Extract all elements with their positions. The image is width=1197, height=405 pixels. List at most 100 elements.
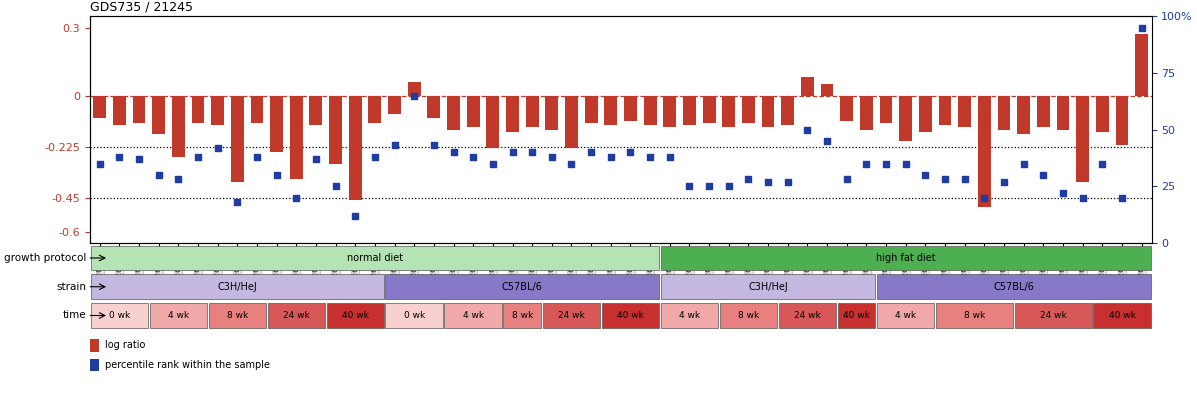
FancyBboxPatch shape xyxy=(1015,303,1092,328)
Point xyxy=(208,145,227,151)
Bar xyxy=(133,96,145,123)
Point xyxy=(188,153,207,160)
Text: log ratio: log ratio xyxy=(105,341,146,350)
FancyBboxPatch shape xyxy=(838,303,875,328)
Bar xyxy=(250,96,263,123)
Text: GDS735 / 21245: GDS735 / 21245 xyxy=(90,1,193,14)
Point xyxy=(1053,190,1073,196)
Point xyxy=(463,153,482,160)
Text: 8 wk: 8 wk xyxy=(964,311,985,320)
Text: 40 wk: 40 wk xyxy=(843,311,870,320)
Bar xyxy=(1076,96,1089,182)
Bar xyxy=(919,96,931,132)
Bar xyxy=(1135,34,1148,96)
Text: C3H/HeJ: C3H/HeJ xyxy=(748,282,788,292)
Bar xyxy=(997,96,1010,130)
FancyBboxPatch shape xyxy=(208,303,266,328)
FancyBboxPatch shape xyxy=(661,245,1150,271)
Text: percentile rank within the sample: percentile rank within the sample xyxy=(105,360,271,370)
Bar xyxy=(231,96,244,182)
Point xyxy=(621,149,640,156)
Bar xyxy=(348,96,361,200)
Text: time: time xyxy=(62,311,86,320)
Text: 24 wk: 24 wk xyxy=(558,311,585,320)
FancyBboxPatch shape xyxy=(150,303,207,328)
FancyBboxPatch shape xyxy=(91,303,148,328)
Point xyxy=(542,153,561,160)
Bar xyxy=(290,96,303,179)
Point xyxy=(974,194,994,201)
Point xyxy=(385,142,405,149)
Bar xyxy=(329,96,342,164)
Point xyxy=(503,149,522,156)
Point xyxy=(110,153,129,160)
Point xyxy=(955,176,974,183)
Bar xyxy=(880,96,893,123)
FancyBboxPatch shape xyxy=(91,274,384,299)
Bar xyxy=(486,96,499,148)
Bar xyxy=(604,96,618,125)
FancyBboxPatch shape xyxy=(504,303,541,328)
Point xyxy=(129,156,148,162)
FancyBboxPatch shape xyxy=(385,274,660,299)
Bar xyxy=(782,96,794,125)
FancyBboxPatch shape xyxy=(877,274,1150,299)
Bar xyxy=(703,96,716,123)
FancyBboxPatch shape xyxy=(385,303,443,328)
Bar xyxy=(1116,96,1129,145)
Bar xyxy=(683,96,695,125)
Bar xyxy=(388,96,401,114)
Point xyxy=(148,172,168,178)
Bar xyxy=(369,96,382,123)
Text: 0 wk: 0 wk xyxy=(403,311,425,320)
Bar xyxy=(663,96,676,127)
Text: 40 wk: 40 wk xyxy=(1108,311,1136,320)
Text: high fat diet: high fat diet xyxy=(876,253,936,263)
Bar xyxy=(723,96,735,127)
Bar xyxy=(408,82,420,96)
Bar xyxy=(1037,96,1050,127)
Bar xyxy=(546,96,558,130)
Text: normal diet: normal diet xyxy=(347,253,403,263)
Text: 0 wk: 0 wk xyxy=(109,311,130,320)
FancyBboxPatch shape xyxy=(661,274,875,299)
Bar xyxy=(448,96,460,130)
Bar xyxy=(859,96,873,130)
Point xyxy=(601,153,620,160)
Text: strain: strain xyxy=(56,282,86,292)
Text: C57BL/6: C57BL/6 xyxy=(994,282,1034,292)
Bar xyxy=(90,359,99,371)
Text: 4 wk: 4 wk xyxy=(168,311,189,320)
FancyBboxPatch shape xyxy=(267,303,324,328)
Bar xyxy=(506,96,518,132)
Point xyxy=(857,160,876,167)
Bar xyxy=(978,96,991,207)
Bar xyxy=(152,96,165,134)
Text: 8 wk: 8 wk xyxy=(511,311,533,320)
Bar xyxy=(525,96,539,127)
Point xyxy=(699,183,718,190)
Bar xyxy=(761,96,774,127)
Point xyxy=(798,126,818,133)
Bar xyxy=(801,77,814,96)
Point xyxy=(680,183,699,190)
Text: C3H/HeJ: C3H/HeJ xyxy=(218,282,257,292)
Point xyxy=(661,153,680,160)
Point xyxy=(346,213,365,219)
Bar xyxy=(565,96,578,148)
Point xyxy=(1074,194,1093,201)
Bar xyxy=(1017,96,1031,134)
Bar xyxy=(211,96,224,125)
Bar xyxy=(1057,96,1069,130)
Point xyxy=(1093,160,1112,167)
FancyBboxPatch shape xyxy=(779,303,837,328)
Bar xyxy=(172,96,184,157)
Bar xyxy=(959,96,971,127)
Point xyxy=(326,183,345,190)
Bar xyxy=(1096,96,1108,132)
Bar xyxy=(427,96,440,118)
Bar xyxy=(192,96,205,123)
Point xyxy=(405,92,424,99)
Bar xyxy=(840,96,853,121)
FancyBboxPatch shape xyxy=(719,303,777,328)
